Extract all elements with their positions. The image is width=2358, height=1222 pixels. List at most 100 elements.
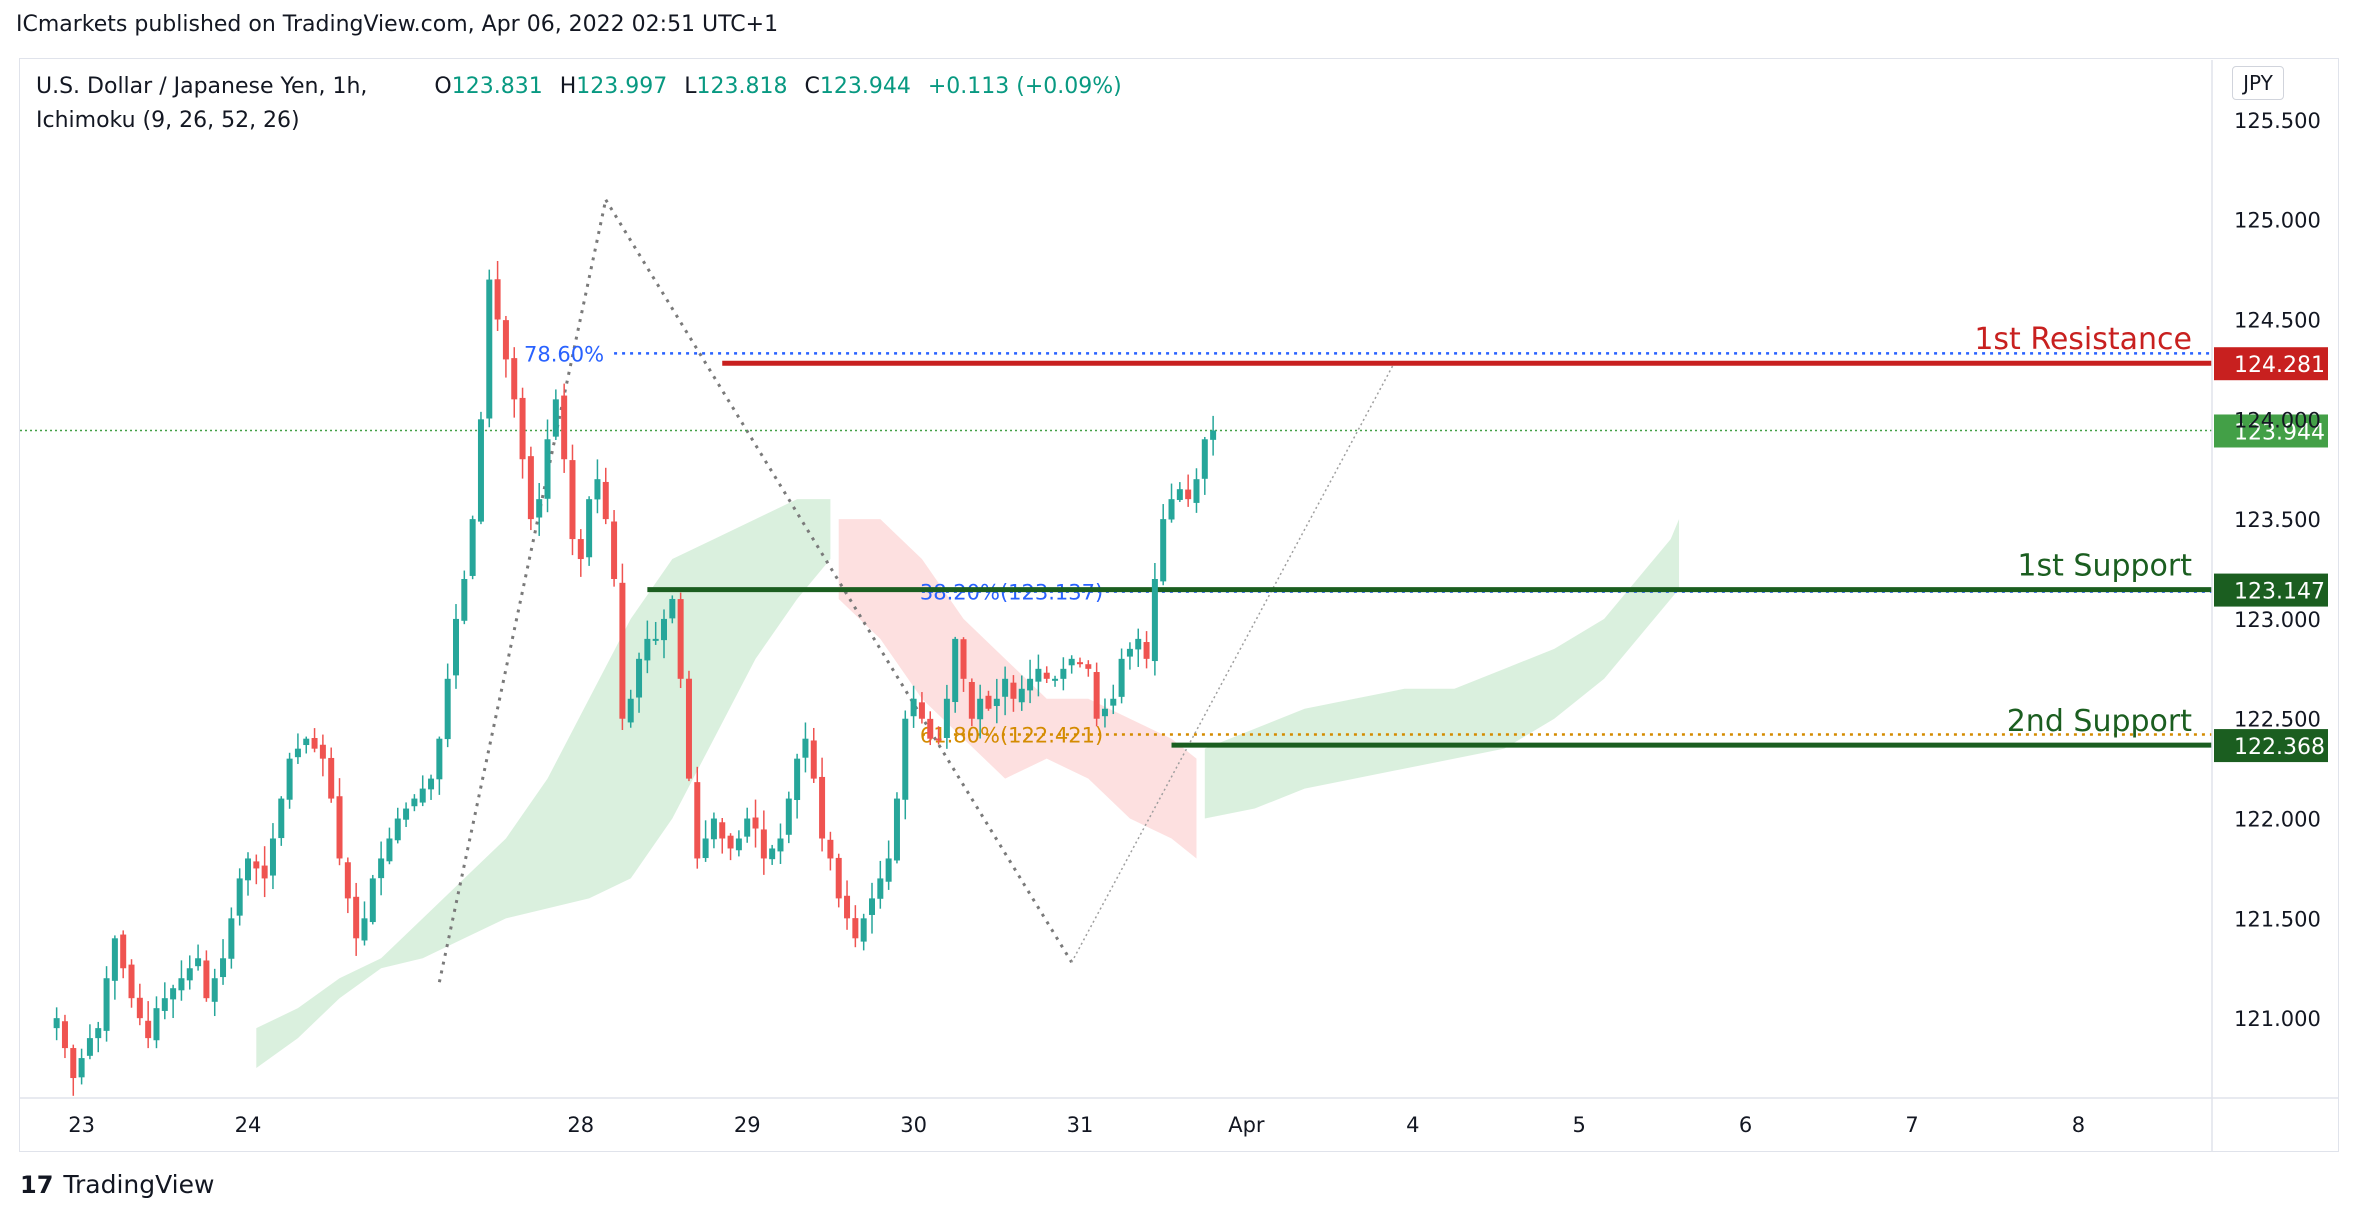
open-value: 123.831 <box>451 74 543 99</box>
candle-body <box>1201 439 1208 479</box>
candle-body <box>419 788 426 803</box>
candle-body <box>735 838 742 851</box>
candle <box>378 841 385 896</box>
candle-body <box>261 865 268 879</box>
low-value: 123.818 <box>696 74 788 99</box>
time-tick: Apr <box>1228 1113 1265 1137</box>
candle <box>519 387 526 479</box>
candle-body <box>918 702 925 719</box>
candle-body <box>869 898 875 915</box>
candle-body <box>852 918 859 939</box>
candle-body <box>511 358 518 400</box>
level-tag-label-1: 123.147 <box>2234 580 2325 605</box>
candle-body <box>536 499 543 518</box>
candle-body <box>236 878 243 916</box>
candle <box>95 1021 102 1053</box>
candle <box>611 510 618 587</box>
currency-button[interactable]: JPY <box>2232 66 2284 100</box>
level-name-1: 1st Support <box>2017 549 2192 584</box>
candle-body <box>1060 668 1067 679</box>
footer-brand[interactable]: TradingView <box>63 1170 215 1199</box>
candle <box>369 874 376 925</box>
candle-body <box>943 698 950 739</box>
candle-body <box>303 738 310 746</box>
candle <box>619 563 626 730</box>
candle <box>269 823 276 890</box>
chart-frame[interactable] <box>19 58 2339 1152</box>
candle <box>361 901 368 946</box>
price-tick: 125.000 <box>2234 209 2321 233</box>
candle <box>1085 660 1092 677</box>
candle-body <box>1143 642 1150 659</box>
candle-body <box>1110 698 1117 706</box>
candle-body <box>677 599 684 679</box>
candle <box>1143 631 1150 669</box>
candle-body <box>319 744 326 759</box>
candle-body <box>777 838 784 852</box>
candle <box>860 913 867 951</box>
indicator-name[interactable]: Ichimoku (9, 26, 52, 26) <box>36 108 300 133</box>
candle-body <box>1093 672 1100 719</box>
candle-body <box>1185 489 1192 500</box>
candle <box>785 791 792 844</box>
candle <box>469 515 476 580</box>
open-label: O <box>434 74 452 99</box>
candle-body <box>444 678 451 740</box>
candle-body <box>594 479 601 500</box>
price-tick: 123.000 <box>2234 608 2321 632</box>
tradingview-logo-icon: 17 <box>20 1170 54 1199</box>
candle-body <box>968 682 975 719</box>
price-tick: 121.000 <box>2234 1007 2321 1031</box>
candle <box>311 728 318 753</box>
candle-body <box>436 738 443 780</box>
candle-body <box>902 718 909 800</box>
candle-body <box>145 1020 152 1039</box>
candle-body <box>519 397 526 460</box>
candle <box>536 483 543 536</box>
candle-body <box>993 698 1000 707</box>
candle <box>702 820 709 862</box>
candle <box>835 853 842 908</box>
candle <box>1110 684 1117 715</box>
level-tag-label-2: 122.368 <box>2234 735 2325 760</box>
candle <box>1101 698 1108 728</box>
candle <box>1010 675 1017 712</box>
candle-body <box>685 678 692 779</box>
candle-body <box>220 958 227 978</box>
candle <box>694 766 701 869</box>
candle-body <box>228 918 235 959</box>
price-tick: 124.500 <box>2234 309 2321 333</box>
candle <box>677 592 684 689</box>
candle-body <box>403 808 410 820</box>
fib-label-2: 61.80%(122.421) <box>920 724 1103 748</box>
price-tick: 121.500 <box>2234 907 2321 931</box>
price-tick: 123.500 <box>2234 508 2321 532</box>
candle-body <box>819 776 826 839</box>
candle-body <box>269 838 276 876</box>
candle <box>985 690 992 711</box>
candle-body <box>1010 682 1017 699</box>
last-price-tag <box>2214 414 2328 448</box>
candle <box>236 868 243 926</box>
time-tick: 8 <box>2072 1113 2085 1137</box>
high-label: H <box>559 74 577 99</box>
candle-body <box>378 858 385 879</box>
candle-body <box>1176 489 1183 500</box>
candle <box>153 996 160 1049</box>
close-value: 123.944 <box>819 74 911 99</box>
candle-body <box>586 499 593 558</box>
candle <box>902 710 909 820</box>
candle <box>1035 654 1042 697</box>
candle <box>1060 657 1067 691</box>
symbol-name[interactable]: U.S. Dollar / Japanese Yen, 1h, <box>36 74 368 99</box>
candle <box>636 652 643 713</box>
candle-body <box>527 456 534 520</box>
candle <box>1151 562 1158 676</box>
candle <box>1168 483 1175 523</box>
candle-body <box>469 519 476 576</box>
candle-body <box>952 638 959 703</box>
candle <box>885 840 892 890</box>
candle-body <box>120 934 127 969</box>
candle-body <box>136 997 143 1019</box>
